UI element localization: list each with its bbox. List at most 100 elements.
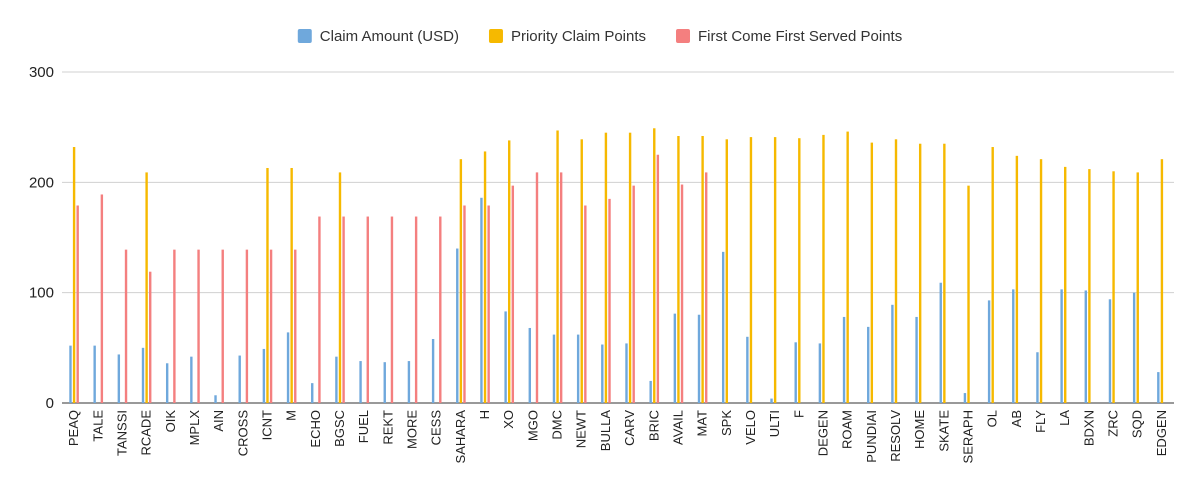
x-tick-label: ICNT xyxy=(259,410,274,440)
bar-bric-series-2 xyxy=(656,154,660,403)
x-tick-label: ECHO xyxy=(308,410,323,448)
bar-dmc-series-0 xyxy=(552,334,556,403)
bar-icnt-series-2 xyxy=(269,249,273,403)
bar-sqd-series-0 xyxy=(1132,292,1136,403)
x-tick-label: MGO xyxy=(525,410,540,441)
x-tick-label: MAT xyxy=(695,410,710,437)
x-tick-label: SAHARA xyxy=(453,410,468,464)
x-tick-label: AB xyxy=(1009,410,1024,427)
bar-bric-series-0 xyxy=(649,380,652,403)
bar-mplx-series-0 xyxy=(190,356,193,403)
bar-seraph-series-1 xyxy=(967,185,970,403)
bar-edgen-series-0 xyxy=(1157,372,1160,403)
bar-newt-series-1 xyxy=(580,139,583,403)
bar-cross-series-2 xyxy=(245,249,249,403)
legend-swatch xyxy=(297,29,312,43)
bar-m-series-0 xyxy=(286,332,290,403)
bar-ol-series-1 xyxy=(991,147,994,403)
bar-f-series-0 xyxy=(794,342,797,403)
legend-item[interactable]: Claim Amount (USD) xyxy=(297,28,459,45)
bar-cess-series-2 xyxy=(439,216,442,403)
y-tick-label: 200 xyxy=(29,174,54,191)
y-axis: 0 100 200 300 xyxy=(29,64,54,412)
bar-home-series-0 xyxy=(915,316,918,403)
x-tick-label: SERAPH xyxy=(961,410,976,463)
bar-home-series-1 xyxy=(918,143,922,403)
legend-item[interactable]: Priority Claim Points xyxy=(488,28,646,45)
bar-skate-series-1 xyxy=(943,143,946,403)
bar-newt-series-2 xyxy=(584,205,587,403)
bar-peaq-series-1 xyxy=(72,147,76,403)
legend-swatch xyxy=(676,29,691,43)
bar-echo-series-2 xyxy=(318,216,321,403)
bar-more-series-2 xyxy=(414,216,418,403)
x-tick-label: SQD xyxy=(1130,410,1145,438)
bar-roam-series-1 xyxy=(846,131,849,403)
bar-carv-series-0 xyxy=(625,343,628,403)
x-tick-label: FUEL xyxy=(356,410,371,443)
bar-m-series-1 xyxy=(290,167,293,403)
y-tick-label: 100 xyxy=(29,285,54,302)
x-tick-label: RCADE xyxy=(139,410,154,456)
bar-rcade-series-0 xyxy=(141,347,145,403)
bar-oik-series-0 xyxy=(165,363,169,403)
legend-label: Claim Amount (USD) xyxy=(320,28,459,45)
x-tick-label: MPLX xyxy=(187,410,202,446)
bar-seraph-series-0 xyxy=(963,393,967,403)
bar-xo-series-1 xyxy=(508,140,511,403)
legend-label: Priority Claim Points xyxy=(511,28,646,45)
x-tick-label: ULTI xyxy=(767,410,782,437)
bar-rcade-series-1 xyxy=(145,172,148,403)
x-tick-label: BGSC xyxy=(332,410,347,447)
bar-rekt-series-0 xyxy=(383,362,386,403)
bar-xo-series-2 xyxy=(511,185,515,403)
bar-bdxn-series-1 xyxy=(1088,169,1091,403)
bar-mat-series-1 xyxy=(701,135,704,403)
bar-f-series-1 xyxy=(798,138,801,403)
bar-pundiai-series-0 xyxy=(867,326,870,403)
bar-cross-series-0 xyxy=(238,355,241,403)
bar-velo-series-1 xyxy=(749,137,753,403)
x-tick-label: DMC xyxy=(550,410,565,440)
bar-mplx-series-2 xyxy=(197,249,200,403)
bar-echo-series-0 xyxy=(311,383,314,403)
x-tick-label: BDXN xyxy=(1081,410,1096,446)
x-tick-label: ROAM xyxy=(840,410,855,449)
bar-avail-series-0 xyxy=(673,313,677,403)
legend-swatch xyxy=(488,29,503,43)
bar-bulla-series-2 xyxy=(608,198,611,403)
bar-sqd-series-1 xyxy=(1136,172,1139,403)
bar-avail-series-2 xyxy=(680,184,684,403)
bar-icnt-series-0 xyxy=(262,348,266,403)
bar-bric-series-1 xyxy=(653,128,656,403)
bar-bgsc-series-1 xyxy=(338,172,342,403)
legend-item[interactable]: First Come First Served Points xyxy=(676,28,902,45)
bar-roam-series-0 xyxy=(842,316,846,403)
bar-resolv-series-1 xyxy=(894,139,898,403)
bar-ol-series-0 xyxy=(987,300,991,403)
bar-tale-series-0 xyxy=(93,345,96,403)
x-tick-label: H xyxy=(477,410,492,419)
bar-fly-series-0 xyxy=(1036,352,1039,403)
bar-bdxn-series-0 xyxy=(1084,290,1087,403)
bar-peaq-series-2 xyxy=(76,205,79,403)
bar-mat-series-2 xyxy=(705,172,708,403)
bar-bgsc-series-0 xyxy=(335,356,338,403)
x-tick-label: SPK xyxy=(719,410,734,436)
bar-dmc-series-2 xyxy=(559,172,563,403)
bar-la-series-1 xyxy=(1064,166,1067,403)
x-axis: PEAQ TALE TANSSI RCADE OIK MPLX AIN CROSS ICNT M E… xyxy=(66,410,1169,464)
x-tick-label: RESOLV xyxy=(888,410,903,462)
bar-bgsc-series-2 xyxy=(342,216,345,403)
bar-ab-series-0 xyxy=(1012,289,1015,403)
bars xyxy=(69,128,1164,403)
x-tick-label: LA xyxy=(1057,410,1072,426)
x-tick-label: AIN xyxy=(211,410,226,432)
bar-tale-series-2 xyxy=(100,194,104,403)
bar-tanssi-series-2 xyxy=(124,249,128,403)
y-tick-label: 300 xyxy=(29,64,54,81)
legend: Claim Amount (USD) Priority Claim Points F… xyxy=(297,28,902,45)
x-tick-label: OL xyxy=(985,410,1000,427)
x-tick-label: VELO xyxy=(743,410,758,445)
bar-pundiai-series-1 xyxy=(870,142,874,403)
